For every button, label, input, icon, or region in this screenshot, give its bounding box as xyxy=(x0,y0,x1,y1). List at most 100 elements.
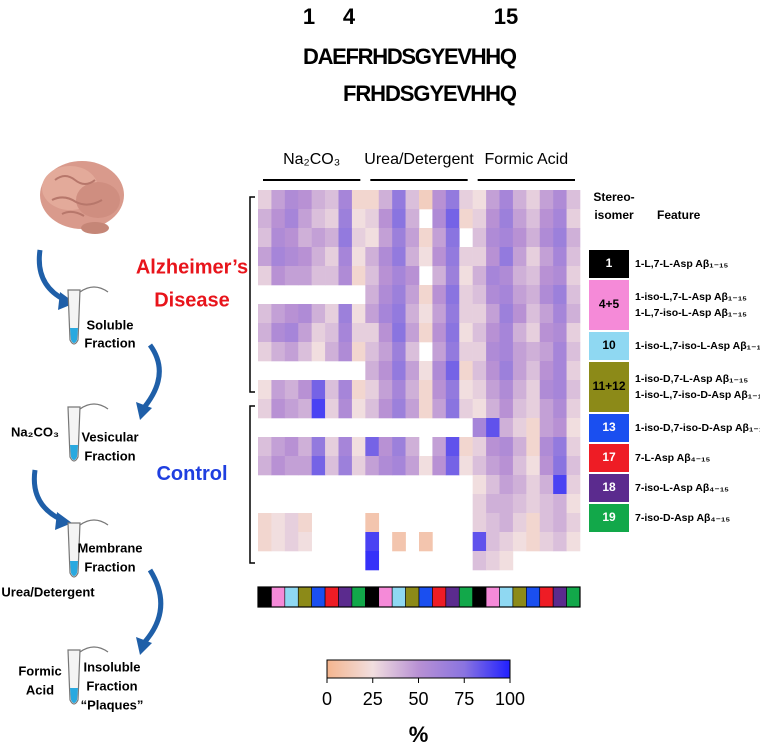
heatmap-cell xyxy=(298,266,312,286)
heatmap-cell xyxy=(499,513,514,533)
heatmap-cell xyxy=(298,380,312,400)
heatmap-cell xyxy=(298,342,312,362)
isomer-strip-cell xyxy=(539,586,554,608)
heatmap-cell xyxy=(432,456,447,476)
heatmap-cell xyxy=(539,266,554,286)
heatmap-cell xyxy=(325,304,339,324)
heatmap-cell xyxy=(539,418,554,438)
heatmap-cell xyxy=(311,228,326,248)
heatmap-cell xyxy=(539,228,554,248)
heatmap-cell xyxy=(499,228,514,248)
heatmap-cell xyxy=(338,304,353,324)
heatmap-cell xyxy=(472,266,487,286)
legend-swatch xyxy=(589,250,629,278)
heatmap-cell xyxy=(512,209,527,229)
heatmap-cell xyxy=(486,323,500,343)
heatmap-cell xyxy=(512,323,527,343)
heatmap-cell xyxy=(499,437,514,457)
heatmap-cell xyxy=(392,266,406,286)
heatmap-cell xyxy=(526,456,541,476)
legend-swatch xyxy=(589,414,629,442)
heatmap-cell xyxy=(392,342,406,362)
heatmap-cell xyxy=(298,323,312,343)
heatmap-cell xyxy=(459,342,473,362)
heatmap-cell xyxy=(298,437,312,457)
heatmap-cell xyxy=(566,190,581,210)
heatmap-cell xyxy=(392,532,406,552)
heatmap-cell xyxy=(405,456,420,476)
heatmap-cell xyxy=(271,304,286,324)
heatmap-cell xyxy=(459,209,473,229)
heatmap-cell xyxy=(258,228,272,248)
heatmap-cell xyxy=(258,380,272,400)
heatmap-cell xyxy=(284,532,299,552)
heatmap-cell xyxy=(512,342,527,362)
heatmap-cell xyxy=(445,266,460,286)
heatmap-cell xyxy=(566,209,581,229)
heatmap-cell xyxy=(526,513,541,533)
heatmap-cell xyxy=(405,209,420,229)
heatmap-cell xyxy=(553,285,567,305)
heatmap-cell xyxy=(539,323,554,343)
heatmap-cell xyxy=(271,209,286,229)
heatmap-cell xyxy=(351,228,366,248)
legend-swatch xyxy=(589,444,629,472)
heatmap-cell xyxy=(499,247,514,267)
heatmap-cell xyxy=(512,513,527,533)
heatmap-cell xyxy=(459,437,473,457)
heatmap-cell xyxy=(311,380,326,400)
heatmap-cell xyxy=(486,418,500,438)
isomer-strip-cell xyxy=(338,586,353,608)
legend-id: 13 xyxy=(602,420,616,434)
heatmap-cell xyxy=(566,228,581,248)
heatmap-cell xyxy=(526,209,541,229)
heatmap-cell xyxy=(351,437,366,457)
heatmap-cell xyxy=(432,285,447,305)
heatmap-cell xyxy=(325,247,339,267)
heatmap-cell xyxy=(258,190,272,210)
isomer-strip-cell xyxy=(284,586,299,608)
label: Vesicular xyxy=(81,429,138,444)
heatmap-cell xyxy=(325,323,339,343)
heatmap-cell xyxy=(553,494,567,514)
heatmap-cell xyxy=(486,532,500,552)
legend-feature: 1-L,7-iso-L-Asp Aβ₁₋₁₅ xyxy=(635,307,747,319)
heatmap-cell xyxy=(271,266,286,286)
heatmap-cell xyxy=(472,209,487,229)
heatmap-cell xyxy=(432,380,447,400)
heatmap-cell xyxy=(258,209,272,229)
tube-liquid xyxy=(70,328,78,703)
heatmap-cell xyxy=(378,437,393,457)
isomer-strip-cell xyxy=(351,586,366,608)
heatmap-cell xyxy=(566,399,581,419)
heatmap-cell xyxy=(271,380,286,400)
heatmap-cell xyxy=(378,323,393,343)
heatmap-cell xyxy=(392,247,406,267)
label: Acid xyxy=(26,682,54,697)
row-group-label: Control xyxy=(156,463,227,485)
heatmap-cell xyxy=(325,209,339,229)
heatmap-cell xyxy=(419,361,433,381)
heatmap-cell xyxy=(445,209,460,229)
heatmap-cell xyxy=(539,399,554,419)
heatmap-cell xyxy=(298,190,312,210)
heatmap-cell xyxy=(419,323,433,343)
heatmap-cell xyxy=(405,437,420,457)
heatmap-cell xyxy=(351,190,366,210)
heatmap-cell xyxy=(472,323,487,343)
legend-swatch xyxy=(589,362,629,412)
heatmap-cell xyxy=(566,475,581,495)
heatmap-cell xyxy=(553,513,567,533)
heatmap-cell xyxy=(325,399,339,419)
isomer-strip-cell xyxy=(458,586,473,608)
heatmap-cell xyxy=(512,190,527,210)
heatmap-cell xyxy=(553,304,567,324)
heatmap-cell xyxy=(553,418,567,438)
heatmap-cell xyxy=(338,437,353,457)
heatmap-cell xyxy=(311,456,326,476)
heatmap-cell xyxy=(553,266,567,286)
heatmap-cell xyxy=(325,190,339,210)
heatmap-cell xyxy=(512,380,527,400)
label: Insoluble xyxy=(83,659,140,674)
